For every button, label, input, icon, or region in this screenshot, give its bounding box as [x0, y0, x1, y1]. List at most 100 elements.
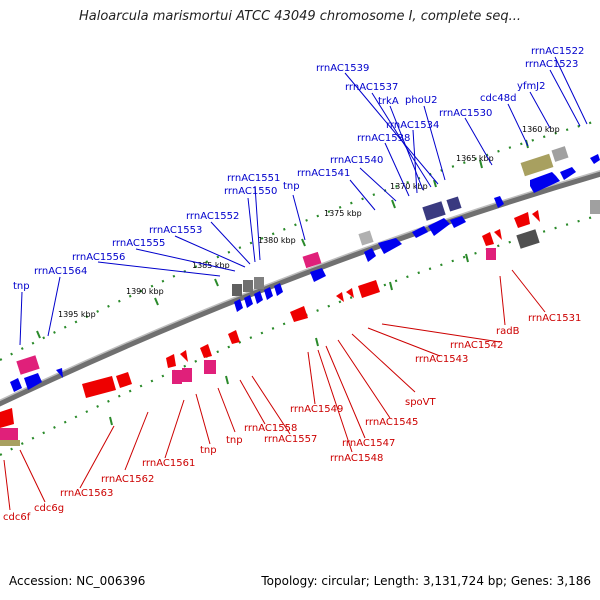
pseudo-gene — [551, 146, 569, 162]
gene-arrow — [56, 368, 63, 378]
tick-mark — [225, 375, 229, 385]
pseudo-gene — [232, 284, 242, 296]
genome-summary-text: Topology: circular; Length: 3,131,724 bp… — [261, 574, 591, 588]
gene-arrow — [412, 226, 428, 238]
misc-feature — [0, 440, 20, 446]
gene-arrow — [590, 154, 600, 164]
gene-arrow — [274, 283, 283, 296]
rna-gene — [204, 360, 216, 374]
accession-text: Accession: NC_006396 — [9, 574, 146, 588]
tick-mark — [391, 199, 396, 209]
tick-mark — [301, 238, 306, 247]
gene-label: rrnAC1545 — [365, 417, 418, 428]
gene-label: rrnAC1537 — [345, 82, 398, 93]
gene-arrow — [532, 210, 540, 222]
gene-label: rrnAC1538 — [357, 133, 410, 144]
tick-label-1370: 1370 kbp — [390, 182, 428, 191]
reverse-genes — [0, 210, 540, 428]
gene-label: tnp — [200, 445, 217, 456]
tick-label-1395: 1395 kbp — [58, 310, 96, 319]
gene-label: rrnAC1543 — [415, 354, 468, 365]
gene-arrow — [514, 212, 530, 228]
gene-arrow — [482, 232, 494, 246]
gene-label: phoU2 — [405, 95, 438, 106]
gene-arrow — [310, 268, 326, 282]
tick-label-1360: 1360 kbp — [522, 125, 560, 134]
upper-labels: rrnAC1522 rrnAC1523 yfmJ2 cdc48d rrnAC15… — [13, 46, 584, 292]
gene-label: cdc6g — [34, 503, 64, 514]
tick-mark — [479, 159, 483, 169]
gene-label: rrnAC1553 — [149, 225, 202, 236]
upper-label-leaders — [19, 56, 588, 346]
tick-label-1365: 1365 kbp — [456, 154, 494, 163]
lower-labels: rrnAC1531 radB rrnAC1542 rrnAC1543 spoVT… — [3, 313, 581, 523]
map-title: Haloarcula marismortui ATCC 43049 chromo… — [79, 9, 521, 24]
gene-label: rrnAC1557 — [264, 434, 317, 445]
gene-label: rrnAC1548 — [330, 453, 383, 464]
gene-arrow — [200, 344, 212, 358]
gene-label: rrnAC1558 — [244, 423, 297, 434]
rna-gene — [302, 251, 322, 269]
chromosome-backbone — [0, 170, 600, 407]
gene-arrow — [166, 354, 176, 368]
gene-label: tnp — [13, 281, 30, 292]
gene-label: radB — [496, 326, 520, 337]
gene-label: cdc6f — [3, 512, 31, 523]
rna-gene — [16, 355, 40, 375]
scale-ring-outer — [0, 118, 600, 361]
tick-mark — [154, 297, 159, 306]
pseudo-gene — [254, 277, 264, 289]
gene-label: rrnAC1556 — [72, 252, 125, 263]
rna-gene — [172, 370, 182, 384]
lower-label-leaders — [3, 269, 546, 511]
gene-arrow — [10, 378, 22, 392]
gene-label: rrnAC1549 — [290, 404, 343, 415]
gene-label: trkA — [378, 96, 399, 107]
gene-label: rrnAC1547 — [342, 438, 395, 449]
pseudo-gene — [590, 200, 600, 214]
gene-arrow — [290, 306, 308, 322]
gene-label: rrnAC1530 — [439, 108, 492, 119]
tick-label-1380: 1380 kbp — [258, 236, 296, 245]
gene-label: rrnAC1523 — [525, 59, 578, 70]
gene-label: rrnAC1564 — [34, 266, 87, 277]
gene-arrow — [0, 408, 14, 428]
tick-label-1390: 1390 kbp — [126, 287, 164, 296]
gene-label: rrnAC1550 — [224, 186, 277, 197]
gene-arrow — [254, 291, 263, 304]
pseudo-gene — [358, 230, 374, 246]
gene-arrow — [180, 350, 188, 362]
gene-arrow — [560, 167, 576, 180]
gene-arrow — [24, 373, 42, 390]
gene-label: rrnAC1552 — [186, 211, 239, 222]
gene-arrow — [378, 238, 402, 254]
tick-mark — [214, 278, 219, 287]
gene-arrow — [346, 288, 354, 298]
gene-label: rrnAC1563 — [60, 488, 113, 499]
gene-arrow — [234, 299, 243, 312]
gene-label: rrnAC1542 — [450, 340, 503, 351]
lower-other-features — [0, 229, 540, 446]
gene-label: rrnAC1531 — [528, 313, 581, 324]
rna-gene — [182, 368, 192, 382]
tick-mark — [389, 281, 393, 291]
gene-arrow — [494, 196, 504, 208]
tick-mark — [315, 337, 319, 347]
gene-arrow — [116, 372, 132, 388]
gene-arrow — [450, 216, 466, 228]
tick-mark — [109, 416, 113, 426]
rna-gene — [486, 248, 496, 260]
gene-label: rrnAC1522 — [531, 46, 584, 57]
gene-arrow — [264, 287, 273, 300]
gene-label: rrnAC1561 — [142, 458, 195, 469]
gene-arrow — [244, 295, 253, 308]
major-ticks — [36, 139, 529, 426]
pseudo-gene — [243, 280, 253, 292]
tick-mark — [465, 253, 469, 263]
gene-label: tnp — [226, 435, 243, 446]
gene-label: yfmJ2 — [517, 81, 546, 92]
gene-label: rrnAC1551 — [227, 173, 280, 184]
gene-label: rrnAC1562 — [101, 474, 154, 485]
pseudo-gene — [516, 229, 540, 249]
